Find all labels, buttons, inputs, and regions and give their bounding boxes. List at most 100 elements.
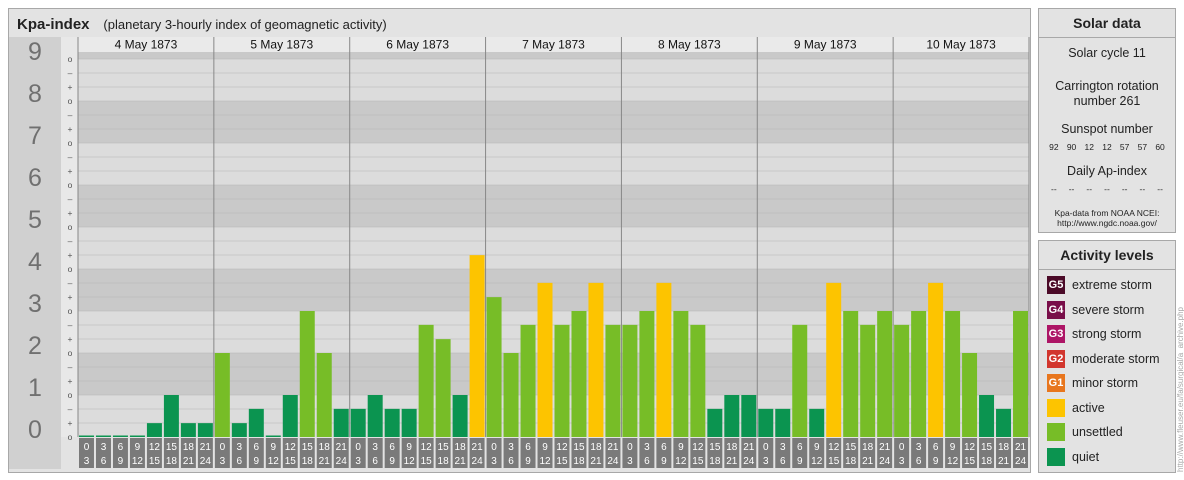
level-label: quiet [1072, 449, 1100, 464]
sub-tick-label: – [68, 68, 73, 78]
interval-label-box [741, 438, 757, 468]
kp-bar [996, 408, 1012, 437]
kp-bar [316, 353, 332, 437]
kp-bar [622, 324, 638, 437]
interval-end-label: 15 [964, 456, 976, 467]
interval-start-label: 3 [101, 442, 107, 453]
legend-item-active: active [1047, 396, 1175, 421]
kp-bar [962, 353, 978, 437]
sunspot-value: 92 [1049, 142, 1059, 152]
interval-label-box [316, 438, 332, 468]
kp-band [78, 227, 1029, 269]
level-label: extreme storm [1072, 278, 1152, 293]
day-label: 5 May 1873 [250, 38, 313, 52]
interval-start-label: 12 [285, 442, 297, 453]
kp-bar [112, 435, 128, 437]
interval-end-label: 15 [692, 456, 704, 467]
legend-item-minor-storm: G1 minor storm [1047, 371, 1175, 396]
kp-bar [163, 395, 179, 437]
interval-end-label: 24 [472, 456, 484, 467]
interval-start-label: 3 [644, 442, 650, 453]
y-tick-label: 6 [28, 164, 42, 192]
interval-label-box [775, 438, 791, 468]
interval-end-label: 15 [556, 456, 568, 467]
kpa-chart-panel: Kpa-index (planetary 3-hourly index of g… [8, 8, 1031, 473]
interval-end-label: 9 [933, 456, 939, 467]
sunspot-values: 92 90 12 12 57 57 60 [1039, 142, 1175, 152]
interval-end-label: 9 [525, 456, 531, 467]
kp-bar [537, 282, 553, 437]
interval-label-box [656, 438, 672, 468]
sub-tick-label: o [68, 222, 73, 232]
kp-bar [197, 423, 213, 437]
interval-end-label: 3 [355, 456, 361, 467]
interval-start-label: 0 [899, 442, 905, 453]
solar-cycle: Solar cycle 11 [1068, 46, 1146, 60]
kp-bar [775, 408, 791, 437]
kp-bar [877, 311, 893, 437]
ap-index-values: -- -- -- -- -- -- -- [1039, 184, 1175, 194]
interval-end-label: 18 [845, 456, 857, 467]
interval-start-label: 15 [845, 442, 857, 453]
interval-end-label: 6 [644, 456, 650, 467]
interval-label-box [758, 438, 774, 468]
interval-label-box [214, 438, 230, 468]
interval-start-label: 18 [455, 442, 467, 453]
kp-bar [690, 324, 706, 437]
sub-tick-label: – [68, 194, 73, 204]
interval-end-label: 9 [389, 456, 395, 467]
sub-tick-label: o [68, 306, 73, 316]
kp-bar [265, 435, 281, 437]
interval-end-label: 9 [254, 456, 260, 467]
kp-bar [95, 435, 111, 437]
kp-bar [724, 395, 740, 437]
interval-label-box [996, 438, 1012, 468]
interval-start-label: 18 [319, 442, 331, 453]
interval-label-box [537, 438, 553, 468]
day-header-strip [78, 37, 1029, 52]
interval-label-box [79, 438, 94, 468]
interval-end-label: 21 [455, 456, 467, 467]
day-label: 9 May 1873 [794, 38, 857, 52]
kp-bar [248, 408, 264, 437]
interval-start-label: 15 [573, 442, 585, 453]
sub-tick-label: + [68, 166, 73, 176]
sub-tick-label: o [68, 54, 73, 64]
interval-start-label: 6 [661, 442, 667, 453]
interval-start-label: 0 [220, 442, 226, 453]
y-tick-label: 0 [28, 416, 42, 444]
day-label: 7 May 1873 [522, 38, 585, 52]
y-tick-label: 1 [28, 374, 42, 402]
kp-bar [554, 324, 570, 437]
interval-end-label: 18 [709, 456, 721, 467]
interval-end-label: 21 [319, 456, 331, 467]
source-note-link[interactable]: http://www.ngdc.noaa.gov/ [1057, 218, 1157, 228]
interval-start-label: 9 [542, 442, 548, 453]
activity-levels-title: Activity levels [1039, 241, 1175, 270]
interval-end-label: 18 [981, 456, 993, 467]
legend-item-unsettled: unsettled [1047, 420, 1175, 445]
interval-end-label: 24 [879, 456, 891, 467]
interval-start-label: 15 [302, 442, 314, 453]
interval-start-label: 0 [491, 442, 497, 453]
level-swatch: G1 [1047, 374, 1065, 393]
interval-label-box [724, 438, 740, 468]
sub-tick-label: + [68, 82, 73, 92]
kp-bar [928, 282, 944, 437]
y-tick-label: 7 [28, 122, 42, 150]
interval-end-label: 24 [607, 456, 619, 467]
interval-end-label: 12 [811, 456, 823, 467]
kp-bar [911, 311, 927, 437]
sub-tick-label: + [68, 250, 73, 260]
watermark-text: http://www.fleuser.eu/fa/surgical/a_arch… [1176, 307, 1184, 472]
interval-label-box [265, 438, 281, 468]
interval-label-box [282, 438, 298, 468]
interval-label-box [809, 438, 825, 468]
sub-tick-label: + [68, 292, 73, 302]
interval-label-box [894, 438, 910, 468]
interval-end-label: 6 [101, 456, 107, 467]
interval-end-label: 6 [508, 456, 514, 467]
interval-start-label: 0 [84, 442, 90, 453]
interval-label-box [384, 438, 400, 468]
sub-tick-label: – [68, 320, 73, 330]
